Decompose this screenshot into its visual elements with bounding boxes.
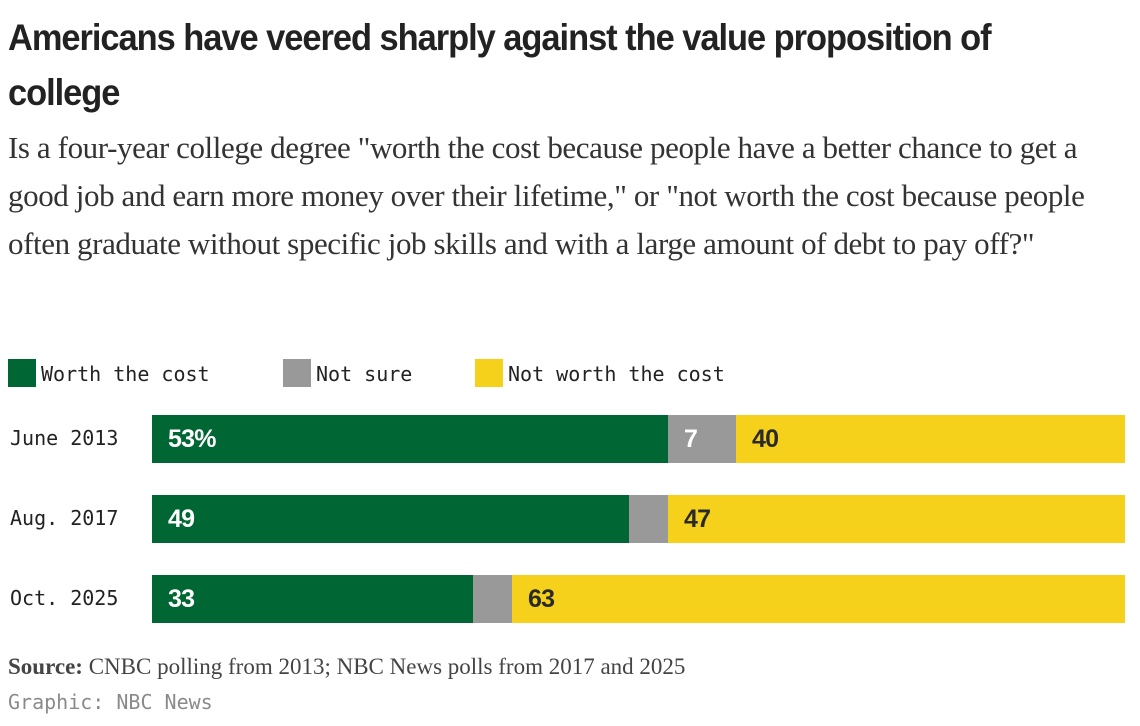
data-label: 7 (684, 425, 698, 453)
legend-label: Not worth the cost (508, 362, 725, 386)
bar-segment-not-sure (629, 495, 668, 543)
legend-swatch (8, 359, 36, 387)
bar-segment-not-sure (473, 575, 512, 623)
data-label: 49 (168, 505, 195, 533)
data-label: 40 (752, 425, 779, 453)
bar-segment-worth-the-cost (152, 415, 668, 463)
legend-label: Not sure (316, 362, 413, 386)
bar-segment-not-sure (668, 415, 736, 463)
bar-segment-not-worth-the-cost (736, 415, 1125, 463)
category-label: Aug. 2017 (10, 506, 119, 530)
source-text: CNBC polling from 2013; NBC News polls f… (82, 654, 686, 679)
category-label: June 2013 (10, 426, 119, 450)
bar-segment-not-worth-the-cost (512, 575, 1125, 623)
data-label: 63 (528, 585, 555, 613)
bar-segment-not-worth-the-cost (668, 495, 1125, 543)
legend-swatch (475, 359, 503, 387)
legend-label: Worth the cost (41, 362, 210, 386)
category-label: Oct. 2025 (10, 586, 119, 610)
data-label: 33 (168, 585, 195, 613)
bar-segment-worth-the-cost (152, 495, 629, 543)
chart-title: Americans have veered sharply against th… (8, 17, 992, 113)
bar-segment-worth-the-cost (152, 575, 473, 623)
legend-swatch (283, 359, 311, 387)
source-note: Source: CNBC polling from 2013; NBC News… (8, 651, 685, 683)
source-label: Source: (8, 654, 83, 679)
data-label: 47 (684, 505, 711, 533)
chart-subtitle: Is a four-year college degree "worth the… (8, 130, 1085, 261)
graphic-credit: Graphic: NBC News (8, 690, 213, 714)
data-label: 53% (168, 425, 216, 453)
